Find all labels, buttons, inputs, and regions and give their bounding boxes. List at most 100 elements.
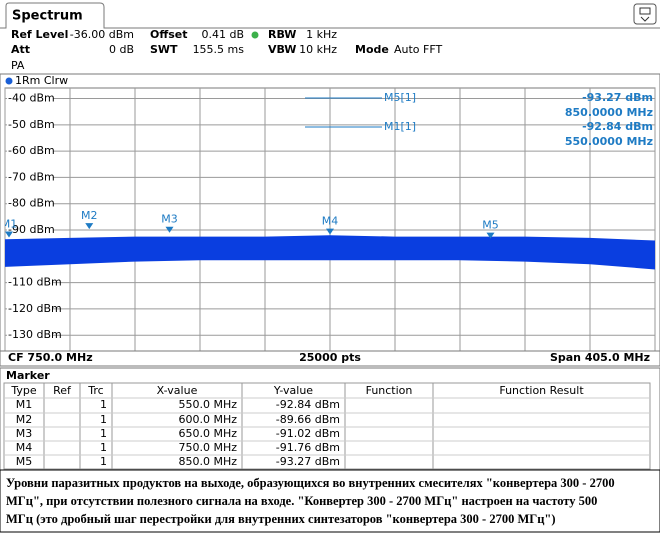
- table-cell: M3: [16, 427, 33, 440]
- tick-label-bg: [7, 118, 53, 131]
- table-cell: 1: [100, 398, 107, 411]
- setting-value: 10 kHz: [299, 43, 337, 56]
- marker: [326, 228, 334, 235]
- table-cell: 650.0 MHz: [178, 427, 237, 440]
- marker-label: M2: [81, 209, 98, 222]
- marker-table: Type Ref Trc X-value Y-value Function Function…: [3, 382, 651, 470]
- setting-value: 0 dB: [109, 43, 134, 56]
- marker: [85, 223, 94, 230]
- y-tick-label: -60 dBm: [8, 144, 55, 157]
- setting-value: -36.00 dBm: [70, 28, 134, 41]
- readout-label: M1[1]: [384, 120, 416, 133]
- y-tick-label: -40 dBm: [8, 92, 55, 105]
- menu-icon-arrow: [640, 16, 650, 22]
- caption-line: Уровни паразитных продуктов на выходе, о…: [6, 476, 615, 490]
- table-cell: M1: [16, 398, 33, 411]
- setting-value: Auto FFT: [394, 43, 442, 56]
- column-header: X-value: [157, 384, 198, 397]
- table-cell: -91.02 dBm: [276, 427, 340, 440]
- table-cell: 550.0 MHz: [178, 398, 237, 411]
- tick-label-bg: [7, 329, 53, 342]
- tab-title[interactable]: Spectrum: [12, 9, 83, 24]
- footer-center: 25000 pts: [299, 351, 361, 364]
- trace: M1 M2 M3 M4 M5: [1, 209, 655, 270]
- table-cell: M4: [16, 441, 33, 454]
- marker-label: M5: [482, 219, 499, 232]
- table-cell: M2: [16, 413, 33, 426]
- tab-frame: [0, 2, 660, 29]
- y-tick-label: -70 dBm: [8, 170, 55, 183]
- tick-label-bg: [7, 197, 53, 210]
- setting-label: Ref Level: [11, 28, 68, 41]
- table-cell: 1: [100, 413, 107, 426]
- table-cell: -92.84 dBm: [276, 398, 340, 411]
- setting-value: 155.5 ms: [193, 43, 245, 56]
- trace-label: 1Rm Clrw: [15, 74, 68, 87]
- table-cell: -93.27 dBm: [276, 455, 340, 468]
- tick-label-bg: [7, 224, 53, 237]
- marker-label: M1: [1, 217, 18, 230]
- table-body: [3, 382, 651, 470]
- y-tick-label: -110 dBm: [8, 276, 62, 289]
- setting-label: RBW: [268, 28, 296, 41]
- readout-level: -93.27 dBm: [582, 91, 653, 104]
- marker-label: M3: [161, 213, 178, 226]
- tick-label-bg: [7, 276, 53, 289]
- offset-indicator: [251, 31, 259, 39]
- plot: -40 dBm -50 dBm -60 dBm -70 dBm -80 dBm -90 d…: [1, 88, 656, 351]
- trace-dot: [5, 77, 13, 85]
- marker-label: M4: [322, 215, 339, 228]
- y-tick-label: -120 dBm: [8, 302, 62, 315]
- tick-label-bg: [7, 92, 53, 105]
- y-tick-label: -130 dBm: [8, 328, 62, 341]
- column-header: Function Result: [499, 384, 584, 397]
- menu-icon-glyph: [639, 7, 651, 15]
- setting-value: 0.41 dB: [201, 28, 244, 41]
- marker: [486, 232, 495, 239]
- y-tick-label: -90 dBm: [8, 223, 55, 236]
- y-tick-label: -50 dBm: [8, 118, 55, 131]
- table-title: Marker: [6, 369, 50, 382]
- tick-label-bg: [7, 145, 53, 158]
- table-cell: 600.0 MHz: [178, 413, 237, 426]
- setting-label: SWT: [150, 43, 178, 56]
- caption-line: МГц", при отсутствии полезного сигнала н…: [6, 494, 597, 508]
- setting-label: Att: [11, 43, 30, 56]
- table-cell: 750.0 MHz: [178, 441, 237, 454]
- tick-label-bg: [7, 302, 53, 315]
- readout-freq: 550.0000 MHz: [565, 135, 653, 148]
- footer-left: CF 750.0 MHz: [8, 351, 93, 364]
- table-cell: 1: [100, 455, 107, 468]
- setting-label: Offset: [150, 28, 188, 41]
- column-header: Type: [10, 384, 36, 397]
- column-header: Ref: [53, 384, 72, 397]
- setting-label: Mode: [355, 43, 389, 56]
- column-header: Y-value: [273, 384, 313, 397]
- table-cell: M5: [16, 455, 33, 468]
- setting-label: VBW: [268, 43, 296, 56]
- preamp: PA: [11, 59, 25, 72]
- table-cell: -91.76 dBm: [276, 441, 340, 454]
- tick-label-bg: [7, 171, 53, 184]
- setting-value: 1 kHz: [306, 28, 337, 41]
- settings: Ref Level -36.00 dBm Offset 0.41 dB RBW 1 kHz…: [11, 28, 442, 56]
- caption-box: [0, 469, 660, 533]
- column-header: Trc: [87, 384, 103, 397]
- table-cell: 850.0 MHz: [178, 455, 237, 468]
- column-header: Function: [366, 384, 413, 397]
- readout-freq: 850.0000 MHz: [565, 106, 653, 119]
- y-tick-label: -80 dBm: [8, 197, 55, 210]
- footer-right: Span 405.0 MHz: [550, 351, 650, 364]
- marker-table-frame: [0, 367, 660, 471]
- caption-line: МГц (это дробный шаг перестройки для вну…: [6, 512, 556, 526]
- table-cell: -89.66 dBm: [276, 413, 340, 426]
- marker: [165, 226, 174, 233]
- table-cell: 1: [100, 427, 107, 440]
- readout-label: M5[1]: [384, 91, 416, 104]
- trace-band: [5, 235, 655, 270]
- table-cell: 1: [100, 441, 107, 454]
- readout-level: -92.84 dBm: [582, 120, 653, 133]
- marker: [5, 231, 14, 238]
